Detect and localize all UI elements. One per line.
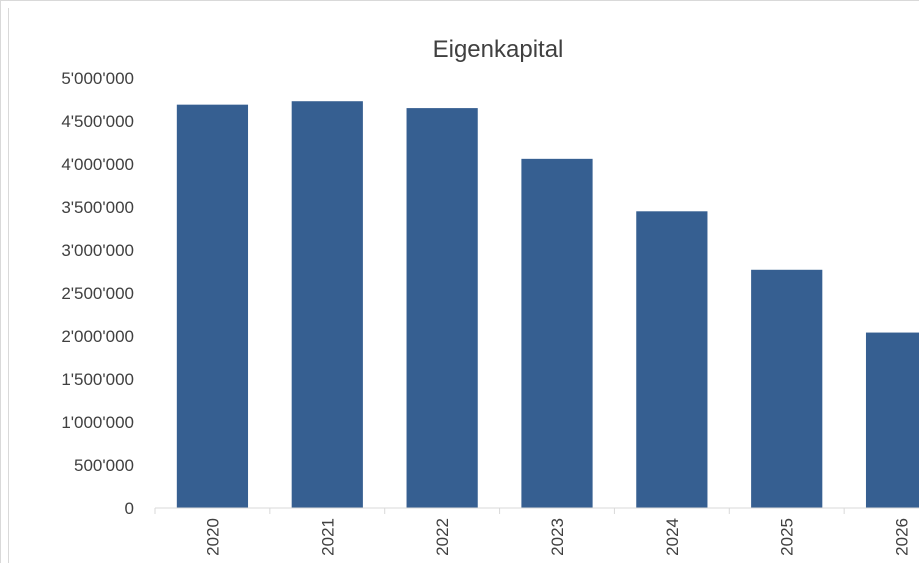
x-axis-ticks: 2020 2021 2022 2023 2024 2025 2026 [154,508,912,556]
y-tick-label: 3'000'000 [61,241,134,260]
bar-2025 [751,269,823,508]
y-tick-label: 2'500'000 [61,284,134,303]
chart-area-border [8,8,9,563]
y-tick-label: 3'500'000 [61,198,134,217]
y-tick-label: 2'000'000 [61,327,134,346]
bar-2026 [865,332,919,508]
y-axis-ticks: 0 500'000 1'000'000 1'500'000 2'000'000 2'500… [61,69,134,518]
y-tick-label: 4'000'000 [61,155,134,174]
bar-2022 [406,108,478,508]
bar-2023 [521,158,593,508]
y-tick-label: 5'000'000 [61,69,134,88]
bars [176,101,919,509]
y-tick-label: 4'500'000 [61,112,134,131]
x-tick-label: 2020 [203,518,222,556]
x-tick-label: 2026 [893,518,912,556]
chart-title: Eigenkapital [433,36,564,63]
y-tick-label: 1'000'000 [61,413,134,432]
x-tick-label: 2024 [663,518,682,556]
bar-2020 [176,104,249,508]
x-tick-label: 2021 [318,518,337,556]
x-tick-label: 2025 [778,518,797,556]
y-tick-label: 0 [125,499,134,518]
y-tick-label: 500'000 [74,456,134,475]
bar-2024 [636,211,708,509]
x-tick-label: 2022 [433,518,452,556]
x-tick-label: 2023 [548,518,567,556]
y-tick-label: 1'500'000 [61,370,134,389]
bar-2021 [291,101,363,508]
